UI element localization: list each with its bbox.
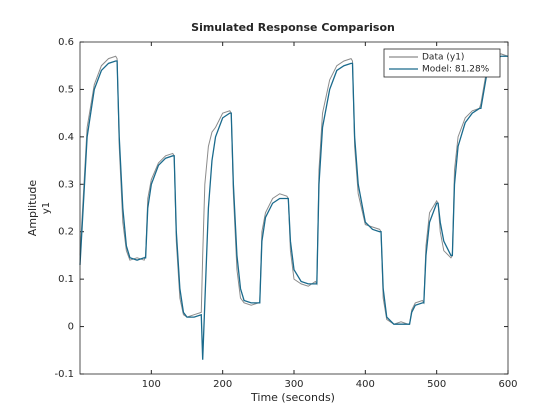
x-tick-label: 600: [498, 379, 517, 390]
y-tick-label: 0.1: [58, 274, 74, 285]
x-tick-label: 300: [284, 379, 303, 390]
x-axis-label: Time (seconds): [250, 391, 335, 404]
y-tick-label: 0.6: [58, 37, 74, 48]
x-tick-label: 400: [356, 379, 375, 390]
y-tick-label: 0.4: [58, 132, 74, 143]
y-tick-label: -0.1: [54, 369, 74, 380]
legend-label: Data (y1): [422, 53, 464, 63]
y-tick-label: 0.3: [58, 179, 74, 190]
x-tick-label: 100: [142, 379, 161, 390]
y-tick-label: 0.2: [58, 227, 74, 238]
y-axis-label: Amplitude: [26, 180, 39, 237]
y-tick-label: 0: [68, 322, 74, 333]
output-name: y1: [41, 202, 52, 214]
y-tick-label: 0.5: [58, 84, 74, 95]
x-tick-label: 200: [213, 379, 232, 390]
legend-label: Model: 81.28%: [422, 65, 490, 75]
plot-frame: [79, 41, 509, 375]
data-line: [79, 55, 508, 360]
x-tick-label: 500: [427, 379, 446, 390]
legend-box: [383, 48, 501, 78]
chart-title: Simulated Response Comparison: [191, 21, 395, 34]
